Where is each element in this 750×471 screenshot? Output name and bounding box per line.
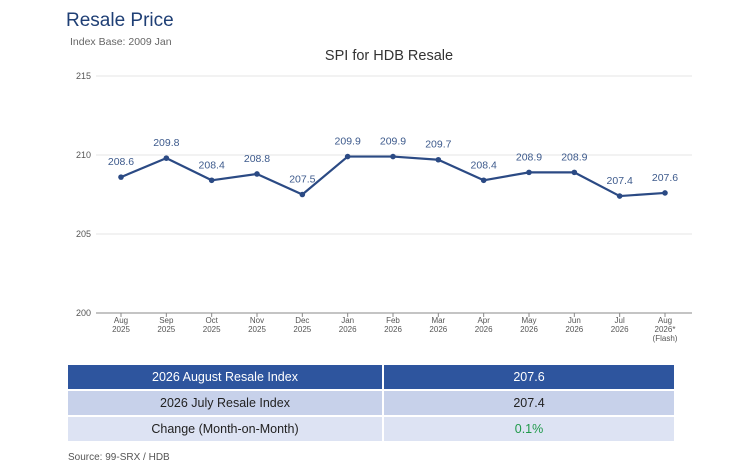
summary-row-july-index: 2026 July Resale Index 207.4 xyxy=(68,389,674,415)
page-title: Resale Price xyxy=(66,10,174,31)
spi-line-chart: SPI for HDB Resale 200 205 210 215 Aug 2025 Se… xyxy=(76,48,692,343)
data-point xyxy=(254,171,260,177)
summary-label: Change (Month-on-Month) xyxy=(68,415,384,441)
data-label: 209.7 xyxy=(425,139,451,151)
summary-label: 2026 August Resale Index xyxy=(68,365,384,389)
summary-value: 207.4 xyxy=(384,389,674,415)
x-tick-label: Nov 2025 xyxy=(248,316,266,334)
summary-row-august-index: 2026 August Resale Index 207.6 xyxy=(68,365,674,389)
data-point xyxy=(571,169,578,176)
y-tick-label: 210 xyxy=(76,150,91,160)
x-tick-label: May 2026 xyxy=(520,316,538,334)
data-point xyxy=(118,174,124,180)
data-label: 208.9 xyxy=(516,151,542,163)
data-point xyxy=(299,191,306,198)
data-label: 208.8 xyxy=(244,153,270,165)
chart-data-labels: 208.6 209.8 208.4 208.8 207.5 209.9 209.9 209.7… xyxy=(108,136,678,188)
summary-row-change: Change (Month-on-Month) 0.1% xyxy=(68,415,674,441)
data-label: 207.5 xyxy=(289,174,315,186)
data-point xyxy=(163,155,170,161)
data-label: 208.9 xyxy=(561,151,587,163)
x-tick-label: Apr 2026 xyxy=(475,316,493,334)
data-label: 208.4 xyxy=(471,159,497,171)
data-point xyxy=(480,177,487,184)
resale-index-summary-table: 2026 August Resale Index 207.6 2026 July… xyxy=(68,365,674,441)
x-tick-label: Jun 2026 xyxy=(565,316,583,334)
x-tick-label: Feb 2026 xyxy=(384,316,402,334)
data-point xyxy=(390,153,396,160)
chart-series xyxy=(118,153,668,199)
data-label: 209.9 xyxy=(335,136,361,148)
data-point xyxy=(662,190,668,196)
x-tick-label: Aug 2025 xyxy=(112,316,130,334)
data-label: 207.4 xyxy=(607,175,633,187)
x-tick-label: Jul 2026 xyxy=(611,316,629,334)
y-tick-label: 200 xyxy=(76,308,91,318)
x-tick-label: Mar 2026 xyxy=(429,316,447,334)
x-tick-label: Jan 2026 xyxy=(339,316,357,334)
data-point xyxy=(616,193,623,199)
data-point xyxy=(208,177,215,184)
data-point xyxy=(435,156,442,163)
y-tick-label: 205 xyxy=(76,229,91,239)
data-point xyxy=(526,169,532,176)
summary-value: 207.6 xyxy=(384,365,674,389)
data-label: 207.6 xyxy=(652,172,678,184)
source-note: Source: 99-SRX / HDB xyxy=(68,452,170,463)
summary-change-value: 0.1% xyxy=(384,415,674,441)
y-tick-label: 215 xyxy=(76,71,91,81)
data-point xyxy=(344,153,351,160)
data-label: 209.8 xyxy=(153,137,179,149)
data-label: 209.9 xyxy=(380,136,406,148)
chart-axes: 200 205 210 215 Aug 2025 Sep 2025 Oct 2025 Nov 2025… xyxy=(76,71,692,343)
x-tick-label: Oct 2025 xyxy=(203,316,221,334)
x-tick-label: Sep 2025 xyxy=(157,316,175,334)
data-label: 208.6 xyxy=(108,156,134,168)
data-label: 208.4 xyxy=(199,159,225,171)
summary-label: 2026 July Resale Index xyxy=(68,389,384,415)
page-subtitle: Index Base: 2009 Jan xyxy=(70,36,172,48)
chart-title: SPI for HDB Resale xyxy=(325,48,453,64)
x-tick-label: Dec 2025 xyxy=(293,316,311,334)
x-tick-label: Aug 2026* (Flash) xyxy=(653,316,678,343)
